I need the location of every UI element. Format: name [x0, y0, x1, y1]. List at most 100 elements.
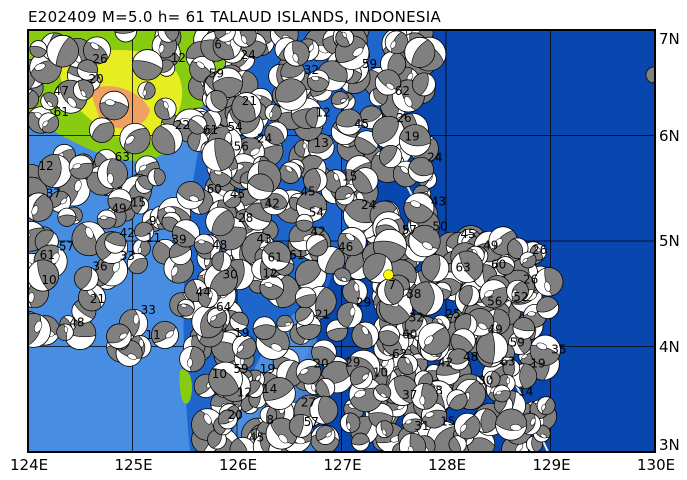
event-depth-label: 21: [90, 292, 105, 306]
focal-mechanism-beachball-icon: [252, 316, 277, 340]
lon-tick-label: 130E: [637, 456, 676, 474]
focal-mechanism-beachball-icon: [448, 435, 467, 452]
event-depth-label: 12: [171, 51, 186, 65]
event-depth-label: 24: [361, 198, 376, 212]
focal-mechanism-beachball-icon: [259, 406, 278, 424]
event-depth-label: 26: [396, 111, 411, 125]
event-depth-label: 26: [532, 243, 547, 257]
focal-mechanism-beachball-icon: [295, 286, 317, 309]
event-depth-label: 24: [241, 48, 256, 62]
focal-mechanism-beachball-icon: [343, 199, 376, 232]
event-depth-label: 31: [414, 419, 429, 433]
focal-mechanism-beachball-icon: [131, 49, 164, 81]
focal-mechanism-beachball-icon: [106, 323, 132, 349]
focal-mechanism-beachball-icon: [335, 30, 355, 48]
focal-mechanism-beachball-icon: [96, 209, 117, 230]
focal-mechanism-beachball-icon: [177, 298, 195, 317]
focal-mechanism-beachball-icon: [483, 370, 501, 388]
event-depth-label: 29: [345, 356, 360, 370]
event-depth-label: 26: [92, 52, 107, 66]
event-depth-label: 46: [338, 240, 353, 254]
focal-mechanism-beachball-icon: [479, 279, 509, 309]
focal-mechanism-beachball-icon: [335, 108, 363, 136]
event-depth-label: 8: [435, 383, 443, 397]
focal-mechanism-beachball-icon: [74, 266, 99, 291]
event-depth-label: 28: [238, 211, 253, 225]
focal-mechanism-beachball-icon: [294, 139, 313, 158]
focal-mechanism-beachball-icon: [229, 311, 249, 331]
event-depth-label: 33: [120, 249, 135, 263]
event-depth-label: 54: [309, 206, 324, 220]
focal-mechanism-beachball-icon: [289, 413, 313, 438]
focal-mechanism-beachball-icon: [315, 378, 336, 398]
focal-mechanism-beachball-icon: [97, 158, 128, 190]
focal-mechanism-beachball-icon: [294, 306, 315, 326]
focal-mechanism-beachball-icon: [397, 353, 419, 375]
event-depth-label: 57: [59, 240, 74, 254]
focal-mechanism-beachball-icon: [262, 377, 296, 410]
focal-mechanism-beachball-icon: [104, 231, 127, 254]
focal-mechanism-beachball-icon: [130, 196, 150, 215]
event-depth-label: 48: [212, 238, 227, 252]
focal-mechanism-beachball-icon: [259, 275, 285, 300]
focal-mechanism-beachball-icon: [134, 221, 155, 242]
focal-mechanism-beachball-icon: [351, 432, 370, 452]
focal-mechanism-beachball-icon: [375, 420, 394, 439]
event-depth-label: 56: [487, 295, 502, 309]
focal-mechanism-beachball-icon: [374, 69, 401, 96]
event-depth-label: 39: [171, 232, 186, 246]
event-depth-label: 22: [175, 118, 190, 132]
event-depth-label: 61: [54, 105, 69, 119]
focal-mechanism-beachball-icon: [217, 409, 238, 430]
event-depth-label: 43: [431, 194, 446, 208]
event-depth-label: 32: [304, 63, 319, 77]
focal-mechanism-beachball-icon: [76, 59, 98, 81]
event-depth-label: 59: [362, 57, 377, 71]
event-depth-label: 61: [203, 123, 218, 137]
focal-mechanism-beachball-icon: [305, 234, 329, 257]
event-depth-label: 44: [195, 285, 210, 299]
event-depth-label: 45: [230, 187, 245, 201]
event-depth-label: 20: [313, 356, 328, 370]
focal-mechanism-beachball-icon: [536, 296, 560, 320]
focal-mechanism-beachball-icon: [126, 253, 148, 275]
focal-mechanism-beachball-icon: [305, 106, 327, 129]
focal-mechanism-beachball-icon: [403, 192, 435, 224]
event-depth-label: 35: [551, 342, 566, 356]
event-depth-label: 32: [409, 311, 424, 325]
focal-mechanism-beachball-icon: [264, 121, 288, 145]
focal-mechanism-beachball-icon: [334, 185, 355, 206]
event-depth-label: 19: [530, 357, 545, 371]
focal-mechanism-beachball-icon: [379, 144, 403, 169]
focal-mechanism-beachball-icon: [72, 79, 95, 101]
event-depth-label: 63: [456, 261, 471, 275]
focal-mechanism-beachball-icon: [409, 281, 445, 316]
map-frame: [27, 29, 656, 453]
focal-mechanism-beachball-icon: [354, 130, 379, 155]
focal-mechanism-beachball-icon: [83, 36, 111, 65]
event-depth-label: 36: [92, 259, 107, 273]
focal-mechanism-beachball-icon: [321, 360, 354, 394]
focal-mechanism-beachball-icon: [352, 167, 379, 194]
event-depth-label: 60: [491, 257, 506, 271]
event-depth-label: 30: [478, 373, 493, 387]
focal-mechanism-beachball-icon: [295, 359, 322, 385]
focal-mechanism-beachball-icon: [454, 412, 481, 440]
event-depth-label: 64: [216, 300, 231, 314]
focal-mechanism-beachball-icon: [37, 154, 72, 189]
focal-mechanism-beachball-icon: [349, 366, 373, 390]
event-depth-label: 61: [40, 248, 55, 262]
focal-mechanism-beachball-icon: [188, 115, 208, 135]
event-depth-label: 25: [445, 307, 460, 321]
focal-mechanism-beachball-icon: [331, 91, 350, 110]
focal-mechanism-beachball-icon: [99, 90, 129, 121]
event-depth-label: 61: [289, 248, 304, 262]
focal-mechanism-beachball-icon: [197, 287, 219, 308]
event-depth-label: 27: [301, 396, 316, 410]
focal-mechanism-beachball-icon: [179, 345, 206, 373]
focal-mechanism-beachball-icon: [208, 361, 243, 397]
focal-mechanism-beachball-icon: [68, 154, 94, 180]
focal-mechanism-beachball-icon: [323, 169, 348, 193]
focal-mechanism-beachball-icon: [411, 382, 438, 410]
focal-mechanism-beachball-icon: [222, 189, 242, 209]
